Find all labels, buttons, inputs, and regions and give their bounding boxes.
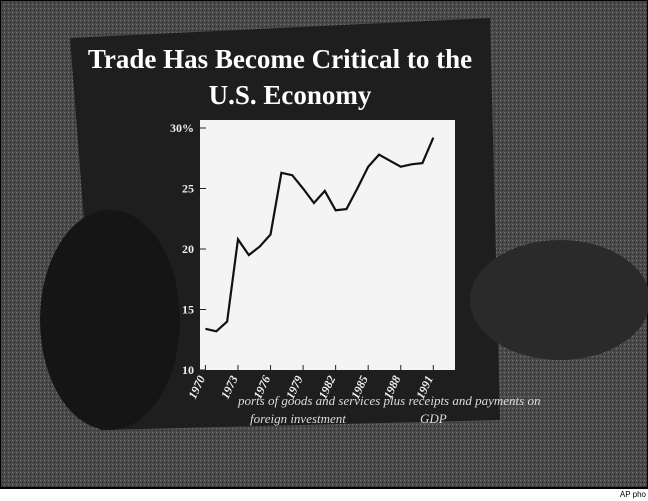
arm-silhouette	[470, 240, 648, 360]
chart-title: Trade Has Become Critical to the	[88, 44, 472, 74]
person-silhouette	[40, 210, 180, 430]
y-tick-label: 10	[182, 363, 194, 377]
photo-credit: AP pho	[620, 490, 647, 499]
y-tick-label: 20	[182, 242, 194, 256]
y-tick-label: 15	[182, 303, 194, 317]
y-tick-label: 30%	[170, 121, 194, 135]
photo: Trade Has Become Critical to the U.S. Ec…	[0, 0, 648, 501]
caption: GDP	[420, 411, 447, 426]
caption: foreign investment	[250, 411, 346, 426]
y-tick-label: 25	[182, 182, 194, 196]
chart-subtitle: U.S. Economy	[209, 80, 372, 110]
